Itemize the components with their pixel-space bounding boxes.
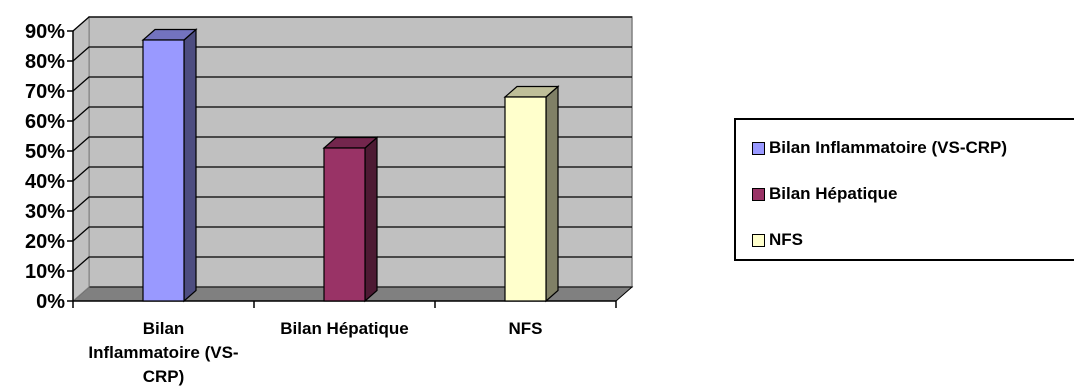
y-tick-label: 30% xyxy=(25,201,65,223)
x-category-label-line: CRP) xyxy=(143,367,185,386)
legend: Bilan Inflammatoire (VS-CRP) Bilan Hépat… xyxy=(734,118,1074,261)
x-category-label-line: Bilan xyxy=(143,319,185,338)
legend-item-bilan-inflammatoire: Bilan Inflammatoire (VS-CRP) xyxy=(752,138,1007,158)
legend-label: NFS xyxy=(769,230,803,249)
gridline xyxy=(72,16,632,32)
gridlines xyxy=(72,16,632,272)
y-tick-label: 0% xyxy=(36,291,65,313)
bar-side xyxy=(545,85,559,303)
y-tick-label: 70% xyxy=(25,81,65,103)
bar-1 xyxy=(141,28,198,303)
gridline xyxy=(72,256,632,272)
legend-swatch xyxy=(752,141,765,155)
bar-front xyxy=(504,96,547,302)
y-tick-label: 40% xyxy=(25,171,65,193)
bar-side xyxy=(364,136,378,303)
gridline xyxy=(72,136,632,152)
legend-swatch xyxy=(752,233,765,247)
y-tick-label: 80% xyxy=(25,51,65,73)
bar-side xyxy=(183,28,197,303)
y-tick-label: 60% xyxy=(25,111,65,133)
gridline xyxy=(72,106,632,122)
y-tick-label: 50% xyxy=(25,141,65,163)
y-tick-label: 10% xyxy=(25,261,65,283)
bar-front xyxy=(323,147,366,302)
legend-item-bilan-hepatique: Bilan Hépatique xyxy=(752,184,897,204)
x-category-label: Bilan Hépatique xyxy=(280,319,408,338)
gridline xyxy=(72,76,632,92)
y-tick-label: 90% xyxy=(25,21,65,43)
x-category-label: NFS xyxy=(509,319,543,338)
gridline xyxy=(72,196,632,212)
legend-swatch xyxy=(752,187,765,201)
gridline xyxy=(72,226,632,242)
x-category-labels: Bilan Inflammatoire (VS- CRP) Bilan Hépatiq… xyxy=(88,319,542,386)
bar-chart: 0% 10% 20% 30% 40% 50% 60% 70% 80% 90% Bilan Infla… xyxy=(25,15,634,386)
x-category-label: Bilan Inflammatoire (VS- CRP) xyxy=(88,319,238,386)
bar-3 xyxy=(503,85,560,303)
legend-label: Bilan Inflammatoire (VS-CRP) xyxy=(769,138,1008,157)
bars xyxy=(141,28,560,303)
gridline xyxy=(72,46,632,62)
y-tick-labels: 0% 10% 20% 30% 40% 50% 60% 70% 80% 90% xyxy=(25,21,65,313)
legend-item-nfs: NFS xyxy=(752,230,803,250)
x-category-label-line: Bilan Hépatique xyxy=(280,319,408,338)
x-category-label-line: Inflammatoire (VS- xyxy=(88,343,238,362)
y-tick-label: 20% xyxy=(25,231,65,253)
legend-label: Bilan Hépatique xyxy=(769,184,898,203)
bar-2 xyxy=(322,136,379,303)
x-category-label-line: NFS xyxy=(509,319,543,338)
gridline xyxy=(72,166,632,182)
bar-front xyxy=(142,39,185,302)
